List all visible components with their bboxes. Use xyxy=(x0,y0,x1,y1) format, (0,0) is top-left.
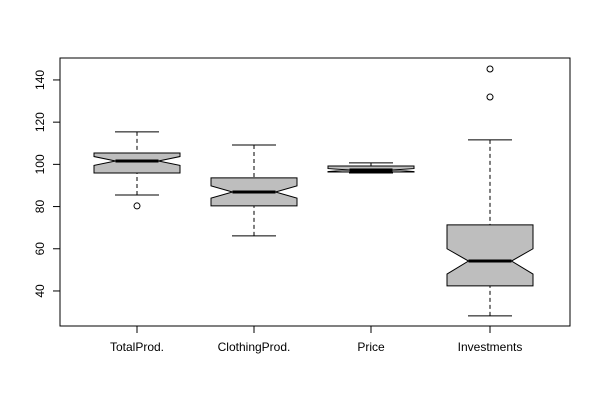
y-tick-label: 120 xyxy=(33,112,47,132)
plot-frame xyxy=(59,57,571,327)
y-tick-label: 60 xyxy=(33,242,47,256)
y-tick-label: 140 xyxy=(33,70,47,90)
box xyxy=(93,152,181,174)
y-tick-label: 40 xyxy=(33,284,47,298)
outlier xyxy=(486,65,494,73)
outlier xyxy=(486,93,494,101)
x-tick-label: ClothingProd. xyxy=(218,340,291,354)
y-tick-label: 80 xyxy=(33,200,47,214)
y-tick-label: 100 xyxy=(33,154,47,174)
x-tick-label: TotalProd. xyxy=(110,340,164,354)
x-tick-label: Investments xyxy=(458,340,523,354)
box xyxy=(446,224,534,287)
x-tick-label: Price xyxy=(357,340,385,354)
outlier xyxy=(133,202,141,210)
